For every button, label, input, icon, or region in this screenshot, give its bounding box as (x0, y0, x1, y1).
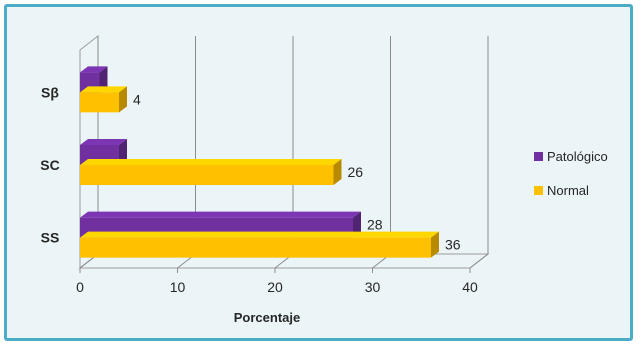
x-tick-label: 10 (170, 279, 186, 295)
bar-normal-2 (80, 237, 431, 258)
bar-top-face (80, 139, 127, 145)
bar-end-face (119, 139, 127, 165)
gridline-floor (469, 253, 489, 269)
x-tick-label: 0 (76, 279, 84, 295)
x-tick-label: 20 (267, 279, 283, 295)
bar-end-face (431, 231, 439, 258)
bar-end-face (333, 159, 342, 185)
x-tick-label: 30 (365, 279, 381, 295)
data-label: 4 (133, 91, 141, 107)
data-label: 36 (445, 237, 461, 253)
bar-top-face (80, 159, 342, 165)
bar-normal-1 (80, 165, 334, 185)
legend-label: Patológico (547, 149, 608, 164)
legend-swatch (534, 152, 543, 161)
bar-end-face (119, 86, 127, 113)
data-label: 26 (348, 164, 364, 180)
legend-swatch (534, 186, 543, 195)
bar-end-face (353, 211, 361, 238)
bar-normal-0 (80, 92, 119, 113)
y-category-label: SC (40, 157, 59, 173)
x-axis-title: Porcentaje (234, 310, 300, 325)
y-category-label: SS (41, 230, 60, 246)
x-tick-label: 40 (462, 279, 478, 295)
bar-top-face (80, 211, 361, 218)
legend-label: Normal (547, 183, 589, 198)
bar-top-face (80, 86, 127, 93)
bar-top-face (80, 66, 108, 73)
y-category-label: Sβ (41, 84, 59, 100)
data-label: 28 (367, 217, 383, 233)
bar-top-face (80, 231, 439, 238)
bar-end-face (99, 66, 108, 93)
